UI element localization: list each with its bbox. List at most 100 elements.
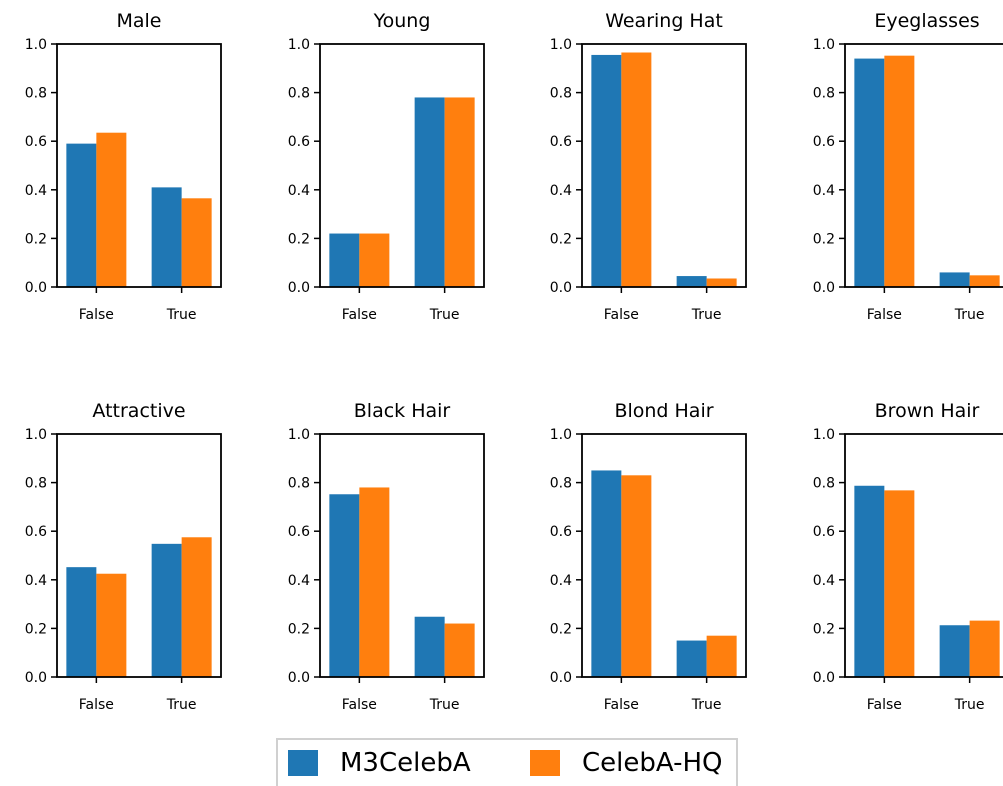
y-tick-label: 0.8 — [550, 476, 572, 492]
y-tick-label: 0.0 — [288, 670, 310, 686]
x-tick-label: True — [429, 307, 460, 323]
panel-title: Blond Hair — [614, 400, 713, 422]
y-tick-label: 0.4 — [813, 183, 835, 199]
y-tick-label: 1.0 — [288, 427, 310, 443]
y-tick-label: 0.6 — [550, 134, 572, 150]
y-tick-label: 0.0 — [550, 670, 572, 686]
y-tick-label: 0.4 — [813, 573, 835, 589]
y-tick-label: 0.0 — [550, 280, 572, 296]
x-tick-label: True — [429, 697, 460, 713]
panel-title: Eyeglasses — [874, 10, 979, 32]
x-tick-label: True — [691, 307, 722, 323]
panel-young: Young 0.0 0.2 0.4 0.6 0.8 1.0 False True — [288, 10, 485, 323]
y-tick-label: 0.2 — [25, 231, 47, 247]
y-tick-label: 0.2 — [25, 621, 47, 637]
x-tick-label: True — [166, 307, 197, 323]
x-tick-label: True — [166, 697, 197, 713]
legend-entry-m3celeba: M3CelebA — [288, 750, 471, 776]
bar-celebahq-true — [181, 198, 212, 287]
y-tick-label: 1.0 — [813, 427, 835, 443]
y-tick-label: 0.4 — [550, 183, 572, 199]
bar-m3celeba-false — [329, 494, 360, 677]
panel-blond-hair: Blond Hair 0.0 0.2 0.4 0.6 0.8 1.0 False True — [550, 400, 747, 713]
bar-m3celeba-false — [66, 567, 97, 677]
panel-eyeglasses: Eyeglasses 0.0 0.2 0.4 0.6 0.8 1.0 False True — [813, 10, 1003, 323]
x-tick-label: True — [954, 697, 985, 713]
y-tick-label: 1.0 — [550, 427, 572, 443]
bar-celebahq-true — [969, 275, 1000, 287]
panel-title: Attractive — [92, 400, 185, 422]
bar-m3celeba-true — [414, 97, 445, 288]
bar-celebahq-false — [884, 490, 915, 677]
panel-title: Brown Hair — [875, 400, 980, 422]
axes-frame — [56, 43, 222, 288]
bar-m3celeba-true — [676, 640, 707, 677]
figure: Male 0.0 0.2 0.4 0.6 0.8 1.0 False True Young 0.0 0… — [25, 10, 1003, 713]
y-tick-label: 0.6 — [288, 524, 310, 540]
bar-m3celeba-false — [591, 470, 622, 677]
bar-celebahq-false — [884, 55, 915, 287]
axes-frame — [319, 433, 485, 678]
legend-swatch-celebahq — [530, 750, 560, 776]
axes-frame — [581, 43, 747, 288]
x-tick-label: False — [79, 697, 114, 713]
bar-m3celeba-true — [939, 625, 970, 677]
bar-celebahq-false — [359, 233, 390, 287]
bar-m3celeba-false — [591, 54, 622, 288]
panel-black-hair: Black Hair 0.0 0.2 0.4 0.6 0.8 1.0 False True — [288, 400, 485, 713]
y-tick-label: 0.8 — [25, 86, 47, 102]
panel-title: Black Hair — [354, 400, 451, 422]
y-tick-label: 1.0 — [25, 37, 47, 53]
legend-label-celebahq: CelebA-HQ — [582, 748, 723, 778]
y-tick-label: 0.2 — [813, 621, 835, 637]
y-tick-label: 0.2 — [288, 621, 310, 637]
y-tick-label: 0.0 — [25, 280, 47, 296]
y-tick-label: 1.0 — [550, 37, 572, 53]
x-tick-label: False — [604, 697, 639, 713]
x-tick-label: False — [342, 307, 377, 323]
bar-celebahq-true — [706, 635, 737, 677]
y-tick-label: 0.0 — [813, 280, 835, 296]
bar-celebahq-true — [444, 623, 475, 677]
y-tick-label: 0.6 — [25, 134, 47, 150]
panel-wearing-hat: Wearing Hat 0.0 0.2 0.4 0.6 0.8 1.0 False True — [550, 10, 747, 323]
y-tick-label: 0.6 — [550, 524, 572, 540]
y-tick-label: 0.8 — [813, 476, 835, 492]
bar-celebahq-true — [969, 620, 1000, 677]
y-tick-label: 1.0 — [25, 427, 47, 443]
y-tick-label: 1.0 — [813, 37, 835, 53]
bar-celebahq-false — [96, 573, 127, 677]
axes-frame — [844, 43, 1003, 288]
y-tick-label: 0.4 — [288, 573, 310, 589]
panel-title: Wearing Hat — [605, 10, 723, 32]
y-tick-label: 0.8 — [25, 476, 47, 492]
panel-title: Male — [116, 10, 161, 32]
y-tick-label: 0.0 — [813, 670, 835, 686]
y-tick-label: 0.6 — [813, 134, 835, 150]
y-tick-label: 0.2 — [550, 231, 572, 247]
y-tick-label: 0.4 — [25, 183, 47, 199]
legend-entry-celebahq: CelebA-HQ — [530, 750, 723, 776]
y-tick-label: 0.0 — [288, 280, 310, 296]
bar-m3celeba-true — [414, 616, 445, 677]
bar-m3celeba-false — [66, 143, 97, 287]
bar-celebahq-true — [706, 278, 737, 287]
y-tick-label: 0.8 — [550, 86, 572, 102]
bar-m3celeba-true — [151, 187, 182, 287]
y-tick-label: 0.2 — [550, 621, 572, 637]
y-tick-label: 0.8 — [813, 86, 835, 102]
legend-label-m3celeba: M3CelebA — [340, 748, 471, 778]
axes-frame — [844, 433, 1003, 678]
bar-m3celeba-true — [151, 543, 182, 677]
bar-celebahq-false — [621, 52, 652, 287]
x-tick-label: True — [691, 697, 722, 713]
axes-frame — [581, 433, 747, 678]
x-tick-label: False — [867, 307, 902, 323]
bar-celebahq-true — [444, 97, 475, 288]
y-tick-label: 0.2 — [813, 231, 835, 247]
panel-title: Young — [373, 10, 431, 32]
y-tick-label: 1.0 — [288, 37, 310, 53]
y-tick-label: 0.8 — [288, 476, 310, 492]
bar-m3celeba-false — [854, 58, 885, 287]
bar-celebahq-false — [621, 475, 652, 677]
